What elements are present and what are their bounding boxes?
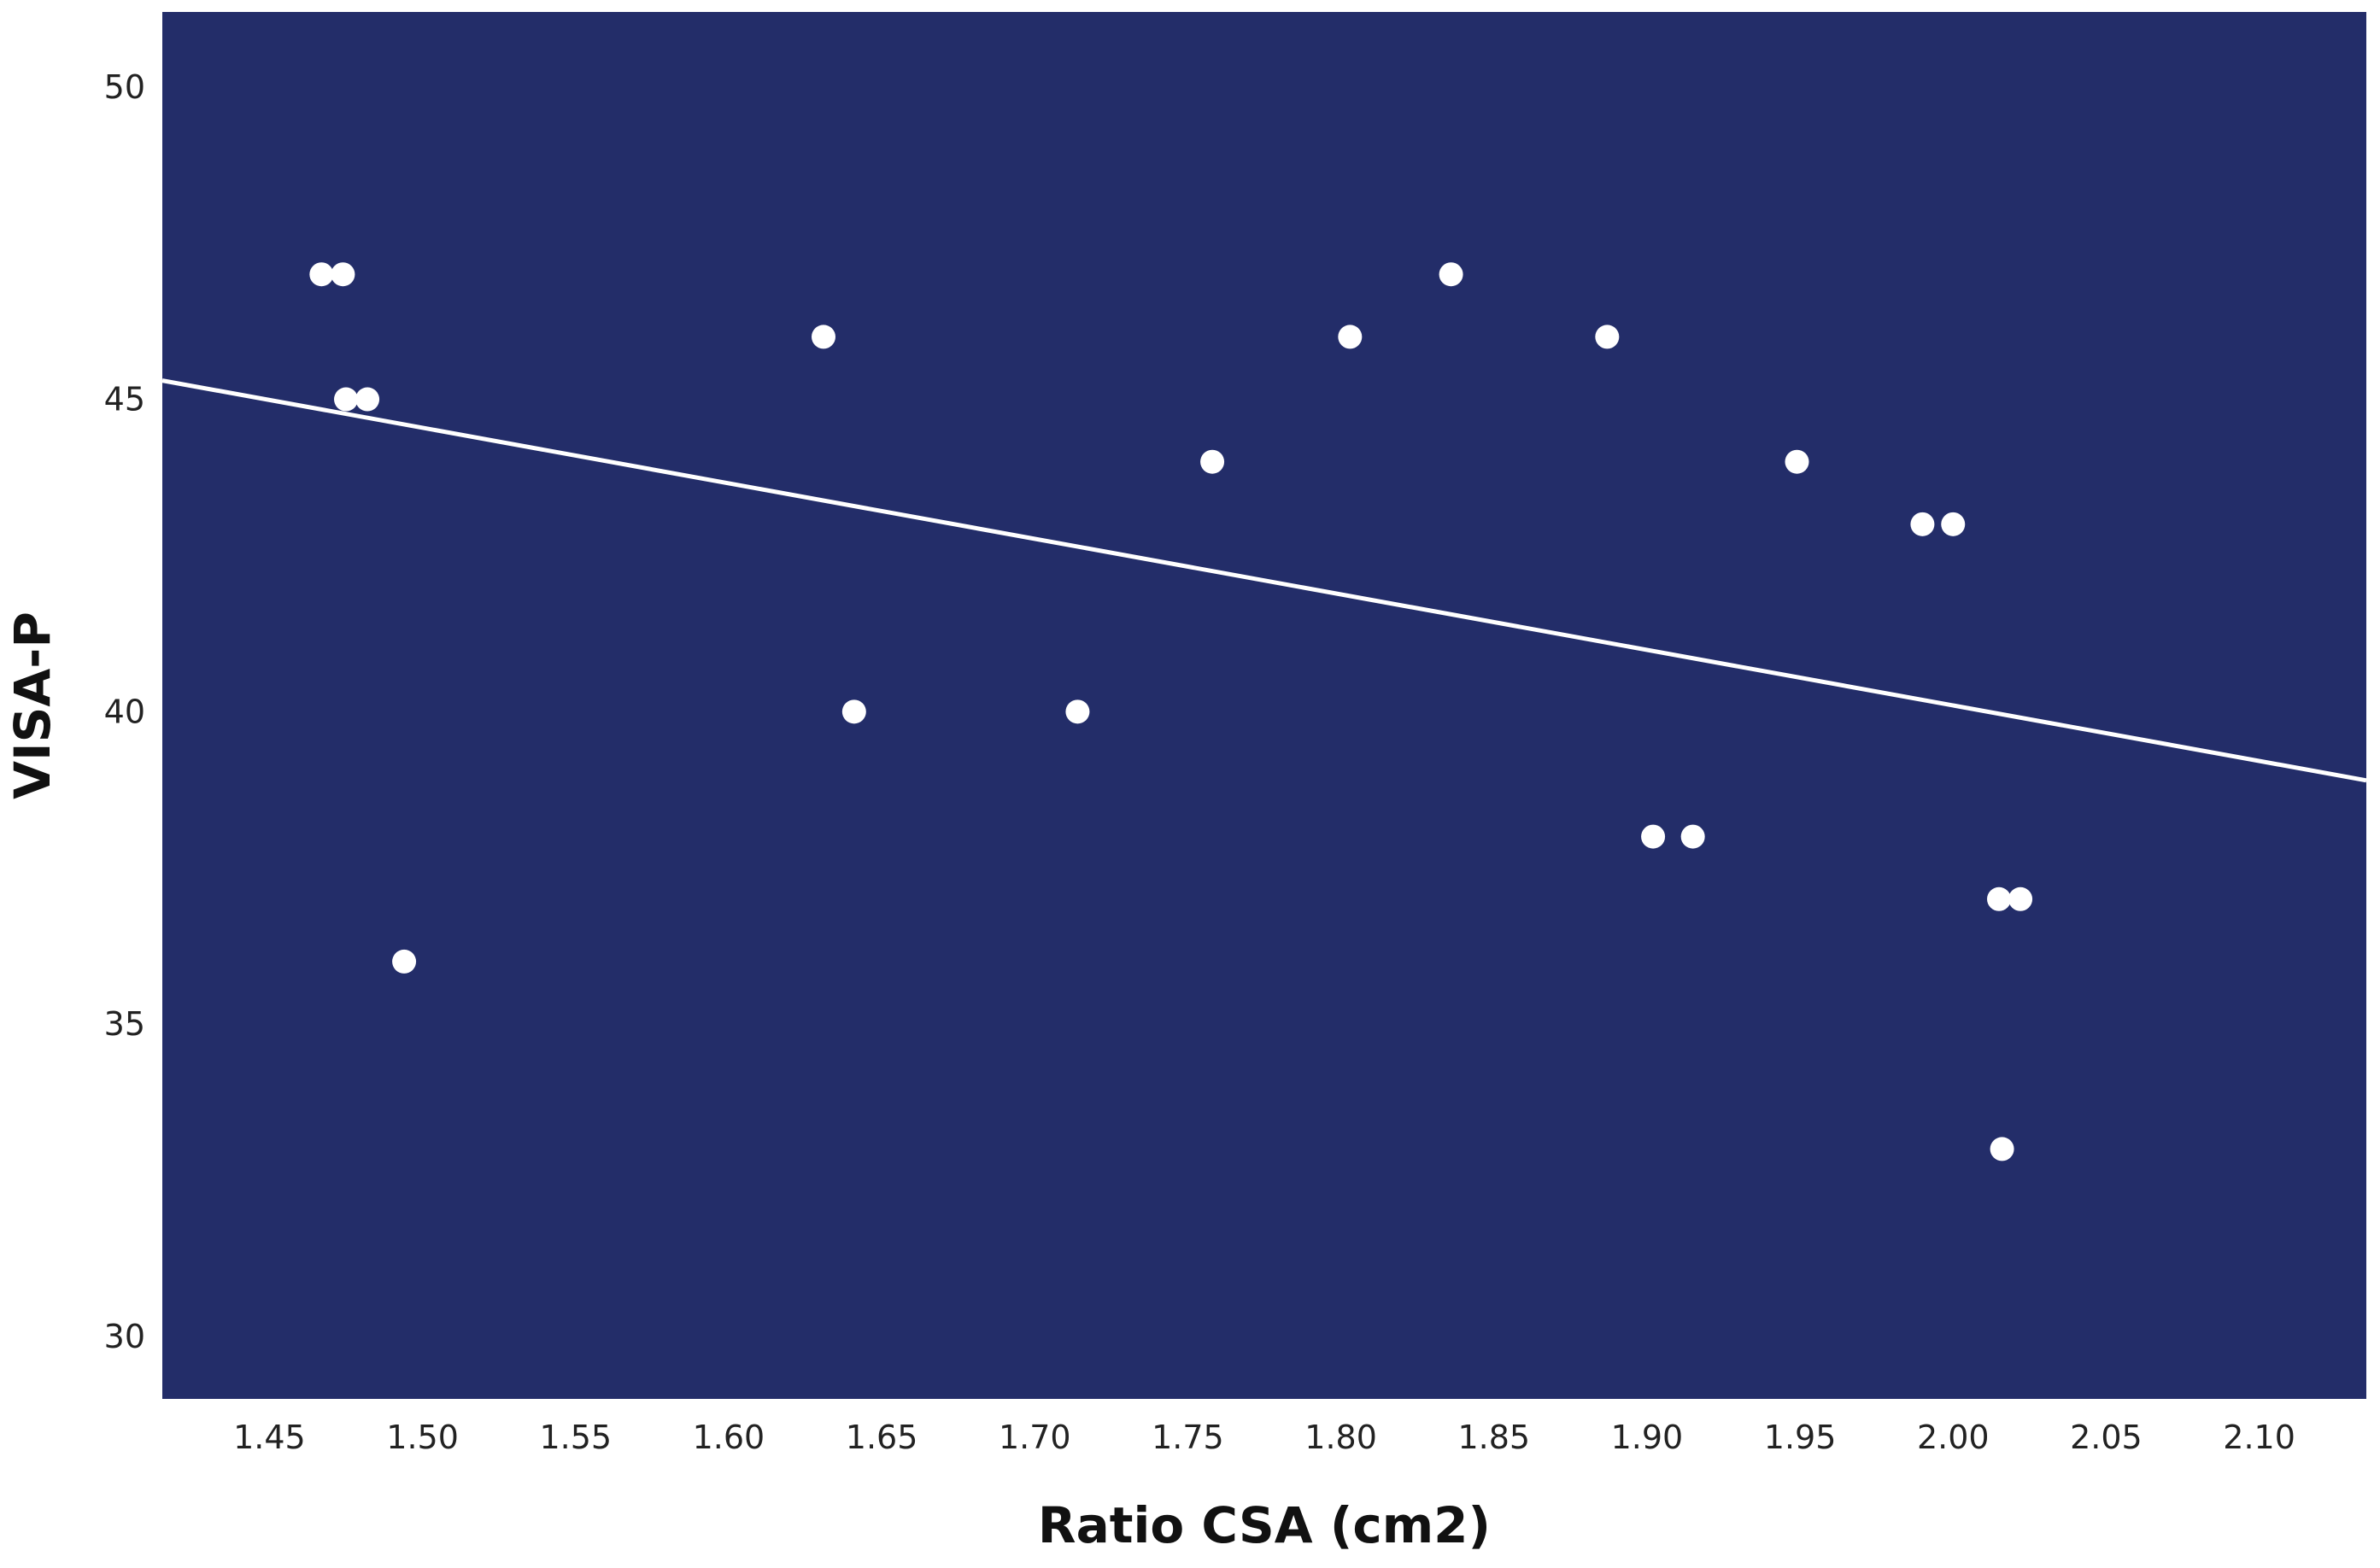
x-tick-label: 2.00 xyxy=(1917,1419,1990,1456)
data-point xyxy=(1941,512,1966,536)
data-point xyxy=(1200,449,1225,474)
data-point xyxy=(334,387,358,412)
data-point xyxy=(841,699,866,724)
x-axis-title: Ratio CSA (cm2) xyxy=(1038,1496,1491,1554)
x-tick-label: 1.55 xyxy=(539,1419,612,1456)
data-point xyxy=(1439,262,1463,287)
data-point xyxy=(1990,1137,2014,1161)
x-tick-label: 1.90 xyxy=(1611,1419,1684,1456)
data-point xyxy=(1987,886,2011,911)
x-tick-label: 1.50 xyxy=(386,1419,459,1456)
x-tick-label: 2.10 xyxy=(2223,1419,2295,1456)
x-tick-label: 1.80 xyxy=(1304,1419,1377,1456)
data-point xyxy=(355,387,380,412)
data-point xyxy=(392,949,417,974)
x-tick-label: 1.95 xyxy=(1764,1419,1837,1456)
data-point xyxy=(812,325,835,349)
y-tick-label: 30 xyxy=(104,1318,145,1355)
x-tick-label: 1.60 xyxy=(693,1419,765,1456)
x-tick-label: 1.70 xyxy=(999,1419,1071,1456)
data-point xyxy=(1680,824,1705,849)
data-point xyxy=(2008,886,2033,911)
y-axis-ticks: 30 35 40 45 50 xyxy=(104,68,145,1355)
data-point xyxy=(1641,824,1666,849)
regression-line xyxy=(161,378,2367,783)
y-tick-label: 50 xyxy=(104,68,145,106)
x-tick-label: 1.65 xyxy=(846,1419,918,1456)
data-point xyxy=(1910,512,1935,536)
data-point xyxy=(1065,699,1090,724)
x-tick-label: 1.85 xyxy=(1457,1419,1530,1456)
y-tick-label: 45 xyxy=(104,381,145,418)
data-point xyxy=(1595,325,1620,349)
plot-area xyxy=(162,12,2366,1399)
x-tick-label: 2.05 xyxy=(2070,1419,2143,1456)
y-axis-title: VISA-P xyxy=(3,611,62,799)
data-point xyxy=(309,262,334,287)
data-points xyxy=(309,262,2033,1161)
y-tick-label: 35 xyxy=(104,1005,145,1043)
data-point xyxy=(1785,449,1809,474)
y-tick-label: 40 xyxy=(104,693,145,730)
x-tick-label: 1.75 xyxy=(1152,1419,1224,1456)
data-point xyxy=(331,262,355,287)
x-axis-ticks: 1.45 1.50 1.55 1.60 1.65 1.70 1.75 1.80 1.85 1.90… xyxy=(233,1419,2295,1456)
data-point xyxy=(1338,325,1363,349)
x-tick-label: 1.45 xyxy=(233,1419,306,1456)
